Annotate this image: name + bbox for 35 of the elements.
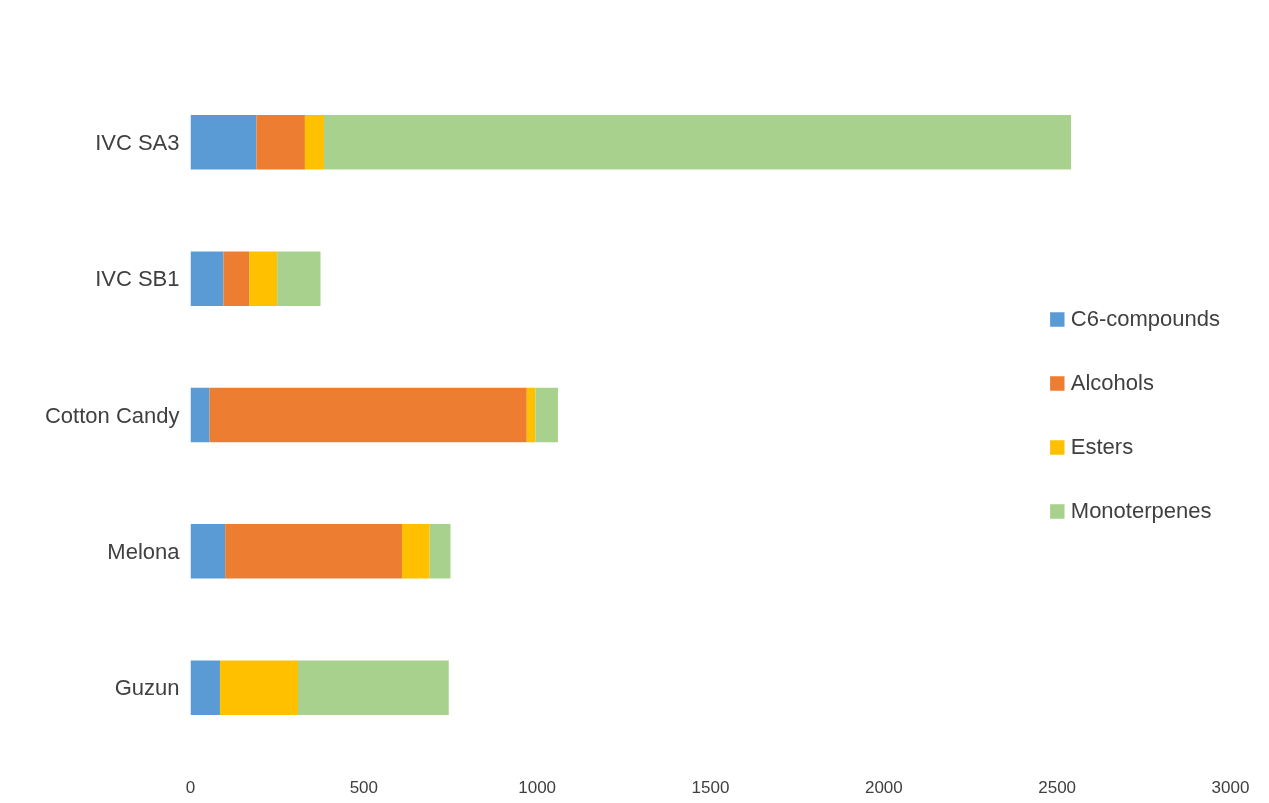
bar [429, 524, 451, 579]
bar [190, 524, 226, 579]
bar [190, 660, 220, 715]
bar [223, 251, 250, 306]
x-tick-label: 1500 [691, 777, 730, 797]
bar [190, 115, 257, 170]
bar [526, 387, 536, 443]
legend-label: C6-compounds [1070, 305, 1220, 332]
x-tick-label: 0 [185, 777, 196, 797]
x-tick-label: 500 [349, 777, 379, 797]
bar [190, 387, 210, 443]
bar [225, 524, 402, 579]
legend-label: Esters [1070, 433, 1134, 460]
bar [304, 115, 324, 170]
bar [277, 251, 321, 306]
x-tick-label: 2000 [864, 777, 903, 797]
bar [323, 115, 1072, 170]
bar [256, 115, 305, 170]
bar [209, 387, 527, 443]
bar [297, 660, 449, 715]
bar [219, 660, 298, 715]
y-tick-label: Guzun [114, 675, 180, 701]
legend-label: Monoterpenes [1070, 497, 1212, 524]
x-tick-label: 2500 [1038, 777, 1077, 797]
legend-label: Alcohols [1070, 369, 1154, 396]
y-tick-label: IVC SA3 [95, 129, 180, 155]
bar [249, 251, 278, 306]
y-tick-label: Cotton Candy [44, 402, 180, 428]
y-tick-label: IVC SB1 [95, 266, 180, 292]
bar [535, 387, 558, 443]
x-tick-label: 1000 [518, 777, 557, 797]
bar [190, 251, 224, 306]
x-tick-label: 3000 [1211, 777, 1250, 797]
bar [401, 524, 430, 579]
y-tick-label: Melona [107, 538, 181, 564]
